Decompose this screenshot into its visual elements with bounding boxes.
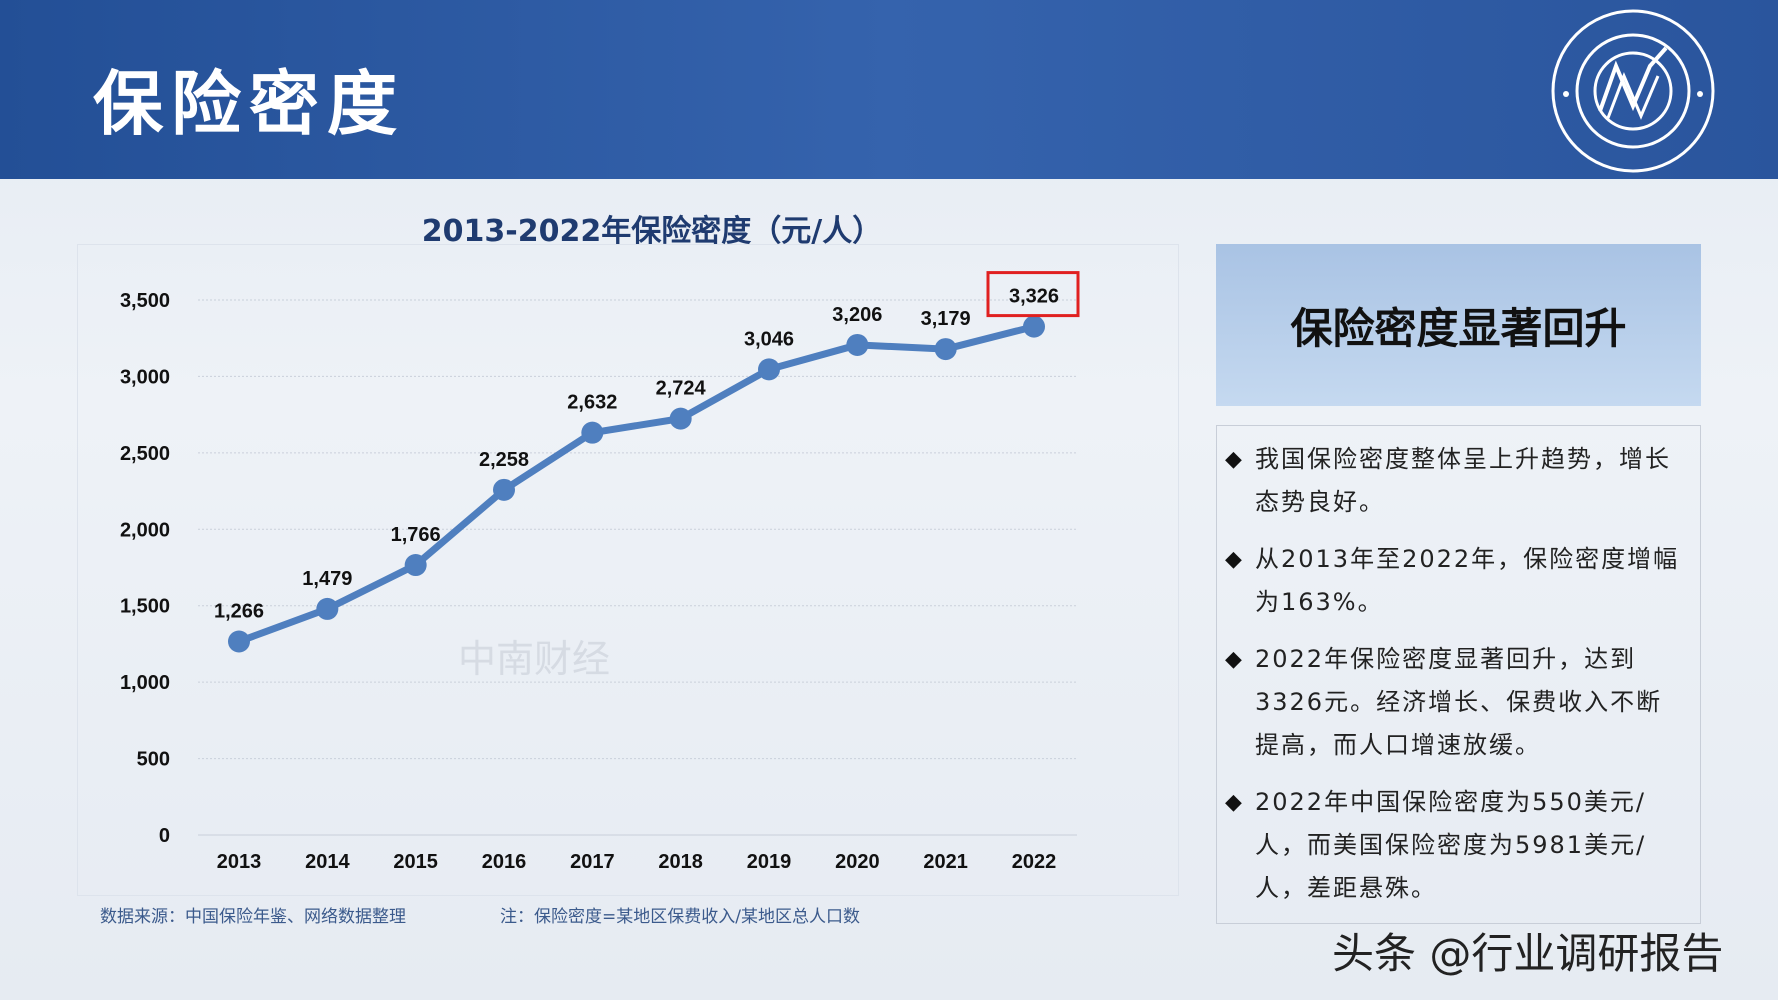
- data-label: 1,766: [391, 524, 441, 546]
- y-tick-label: 500: [137, 749, 170, 771]
- diamond-bullet-icon: ◆: [1225, 547, 1242, 572]
- x-tick-label: 2017: [570, 851, 615, 873]
- data-label: 3,206: [832, 304, 882, 326]
- watermark: 头条 @行业调研报告: [1332, 929, 1724, 978]
- data-point: [493, 478, 515, 501]
- bullet-item: ◆ 从2013年至2022年，保险密度增幅为163%。: [1225, 538, 1684, 624]
- bullet-item: ◆ 2022年保险密度显著回升，达到3326元。经济增长、保费收入不断提高，而人口…: [1225, 638, 1684, 767]
- x-tick-label: 2019: [747, 851, 792, 873]
- x-tick-label: 2014: [305, 851, 350, 873]
- x-tick-label: 2016: [482, 851, 527, 873]
- x-tick-label: 2018: [658, 851, 703, 873]
- x-tick-label: 2013: [217, 851, 262, 873]
- data-point: [669, 407, 692, 430]
- y-tick-label: 1,000: [120, 672, 170, 694]
- data-label: 2,258: [479, 449, 529, 471]
- data-label: 3,046: [744, 328, 794, 350]
- diamond-bullet-icon: ◆: [1225, 790, 1242, 815]
- y-tick-label: 3,500: [120, 290, 170, 312]
- data-label: 2,632: [567, 392, 617, 414]
- panel-title: 保险密度显著回升: [1290, 303, 1627, 353]
- highlight-box: [986, 271, 1080, 318]
- chart-title: 2013-2022年保险密度（元/人）: [421, 214, 883, 249]
- data-label: 1,266: [214, 600, 264, 622]
- data-label: 2,724: [656, 378, 707, 400]
- y-tick-label: 2,000: [120, 519, 170, 541]
- data-point: [228, 630, 250, 653]
- data-label: 3,326: [1009, 286, 1059, 308]
- x-tick-label: 2020: [835, 851, 880, 873]
- x-tick-label: 2015: [393, 851, 438, 873]
- y-tick-label: 3,000: [120, 366, 170, 388]
- diamond-bullet-icon: ◆: [1225, 447, 1242, 472]
- chart-watermark: 中南财经: [458, 637, 611, 681]
- panel-bullets: ◆ 我国保险密度整体呈上升趋势，增长态势良好。 ◆ 从2013年至2022年，保险密…: [1216, 425, 1701, 924]
- y-tick-label: 1,500: [120, 596, 170, 618]
- x-tick-label: 2022: [1012, 851, 1057, 873]
- data-label: 1,479: [302, 568, 352, 590]
- page-title: 保险密度: [93, 63, 405, 145]
- data-point: [316, 597, 339, 620]
- data-point: [404, 554, 427, 577]
- header-band: [0, 0, 1778, 179]
- chart-frame: [77, 244, 1179, 896]
- diamond-bullet-icon: ◆: [1225, 647, 1242, 672]
- data-point: [846, 333, 869, 356]
- series-line: [237, 323, 1035, 645]
- data-point: [934, 338, 957, 361]
- data-source: 数据来源：中国保险年鉴、网络数据整理: [100, 907, 406, 927]
- data-label: 3,179: [921, 308, 971, 330]
- y-tick-label: 2,500: [120, 443, 170, 465]
- y-tick-label: 0: [159, 825, 170, 847]
- bullet-item: ◆ 我国保险密度整体呈上升趋势，增长态势良好。: [1225, 438, 1684, 524]
- x-tick-label: 2021: [923, 851, 968, 873]
- data-point: [1023, 315, 1045, 338]
- logo-seal: [1551, 9, 1715, 173]
- chart-note: 注：保险密度=某地区保费收入/某地区总人口数: [500, 907, 860, 927]
- data-point: [758, 358, 780, 381]
- panel-header: 保险密度显著回升: [1216, 244, 1701, 406]
- data-point: [581, 421, 604, 444]
- bullet-item: ◆ 2022年中国保险密度为550美元/人，而美国保险密度为5981美元/人，差距…: [1225, 781, 1684, 910]
